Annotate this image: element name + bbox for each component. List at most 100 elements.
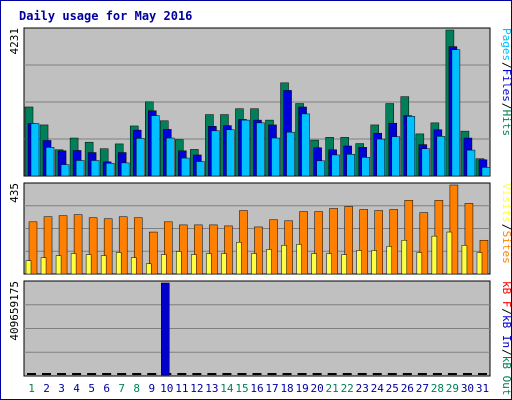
legend-sep2: / bbox=[500, 103, 512, 110]
x-tick-label: 12 bbox=[190, 382, 203, 395]
bar-visits bbox=[416, 252, 423, 275]
bar-pages bbox=[151, 115, 160, 177]
bar-sites bbox=[464, 203, 474, 275]
bar-kb-out bbox=[117, 373, 127, 375]
x-tick-label: 28 bbox=[431, 382, 444, 395]
bar-visits bbox=[40, 257, 47, 275]
bar-kb-out bbox=[312, 373, 322, 375]
bar-kb-out bbox=[177, 373, 187, 375]
x-tick-label: 23 bbox=[356, 382, 369, 395]
x-tick-label: 16 bbox=[250, 382, 263, 395]
bar-pages bbox=[60, 164, 70, 177]
x-tick-label: 3 bbox=[58, 382, 65, 395]
bar-kb-out bbox=[402, 373, 412, 375]
bar-pages bbox=[406, 116, 416, 177]
bar-sites bbox=[88, 217, 98, 275]
bar-sites bbox=[118, 216, 128, 275]
bar-kb-out bbox=[477, 373, 487, 375]
panel-kbytes: 409659175 bbox=[8, 280, 491, 377]
bar-pages bbox=[316, 160, 325, 177]
bar-visits bbox=[281, 245, 287, 275]
legend-pages: Pages bbox=[500, 28, 512, 61]
bar-kb-out bbox=[72, 373, 82, 375]
legend-sep1: / bbox=[500, 62, 512, 69]
bar-sites bbox=[329, 208, 338, 275]
bar-pages bbox=[135, 138, 145, 177]
bar-kb-out bbox=[102, 373, 112, 375]
legend-sites: Sites bbox=[500, 231, 512, 264]
bar-sites bbox=[133, 217, 143, 275]
bar-visits bbox=[221, 253, 227, 275]
bar-kb-out bbox=[387, 373, 397, 375]
bar-visits bbox=[311, 253, 317, 275]
bar-kb-out bbox=[327, 373, 337, 375]
bar-pages bbox=[105, 162, 115, 177]
bar-sites bbox=[254, 226, 263, 275]
x-tick-label: 29 bbox=[446, 382, 459, 395]
bar-kb-in bbox=[161, 282, 170, 376]
bar-kb-out bbox=[192, 373, 202, 375]
bar-pages bbox=[75, 160, 85, 177]
bar-sites bbox=[224, 225, 233, 275]
bar-visits bbox=[130, 257, 137, 275]
chart-panels: 4231 435 409659175 bbox=[8, 27, 491, 377]
bar-sites bbox=[164, 221, 173, 275]
bar-visits bbox=[55, 255, 62, 275]
bar-sites bbox=[299, 211, 308, 275]
bar-kb-out bbox=[447, 373, 457, 375]
bar-sites bbox=[194, 224, 203, 275]
x-tick-label: 20 bbox=[311, 382, 324, 395]
legend-hits: Hits bbox=[500, 110, 512, 137]
legend-files: Files bbox=[500, 69, 512, 102]
bar-sites bbox=[359, 209, 368, 275]
x-tick-label: 13 bbox=[205, 382, 218, 395]
bar-visits bbox=[100, 255, 107, 275]
bar-pages bbox=[331, 154, 340, 177]
chart-title: Daily usage for May 2016 bbox=[19, 9, 192, 23]
x-tick-label: 26 bbox=[401, 382, 414, 395]
bar-sites bbox=[389, 209, 399, 275]
bar-sites bbox=[73, 214, 83, 275]
bar-visits bbox=[161, 254, 167, 275]
bar-kb-out bbox=[42, 373, 52, 375]
x-tick-label: 8 bbox=[133, 382, 140, 395]
bar-visits bbox=[206, 253, 212, 275]
bar-kb-out bbox=[237, 373, 247, 375]
bar-visits bbox=[401, 239, 408, 275]
bar-visits bbox=[446, 231, 453, 275]
bar-visits bbox=[115, 252, 122, 275]
x-tick-label: 31 bbox=[476, 382, 489, 395]
x-tick-label: 19 bbox=[295, 382, 308, 395]
bar-sites bbox=[269, 219, 278, 275]
bar-pages bbox=[391, 136, 401, 177]
bar-kb-out bbox=[417, 373, 427, 375]
bar-kb-out bbox=[147, 373, 157, 375]
x-tick-label: 17 bbox=[265, 382, 278, 395]
panel-sites-visits: 435 bbox=[8, 182, 491, 275]
bar-kb-out bbox=[57, 373, 67, 375]
bar-kb-out bbox=[267, 373, 277, 375]
bar-kb-out bbox=[432, 373, 442, 375]
x-tick-label: 7 bbox=[118, 382, 125, 395]
bar-pages bbox=[271, 137, 280, 177]
x-tick-label: 21 bbox=[326, 382, 339, 395]
bar-visits bbox=[85, 254, 92, 275]
bar-kb-out bbox=[357, 373, 367, 375]
bar-kb-out bbox=[297, 373, 307, 375]
x-tick-label: 5 bbox=[88, 382, 95, 395]
bar-pages bbox=[211, 130, 220, 177]
bar-kb-out bbox=[252, 373, 262, 375]
bar-visits bbox=[356, 250, 362, 275]
bar-sites bbox=[149, 231, 158, 275]
legend-sep1: / bbox=[500, 308, 512, 315]
y-max-label: 409659175 bbox=[8, 281, 21, 341]
panel-hits-files-pages: 4231 bbox=[8, 27, 491, 177]
legend-sep1: / bbox=[500, 224, 512, 231]
legend-sep2: / bbox=[500, 349, 512, 356]
bar-visits bbox=[146, 263, 152, 275]
bar-pages bbox=[481, 167, 491, 177]
bar-pages bbox=[451, 49, 461, 177]
x-tick-label: 24 bbox=[371, 382, 385, 395]
bar-pages bbox=[421, 148, 431, 177]
